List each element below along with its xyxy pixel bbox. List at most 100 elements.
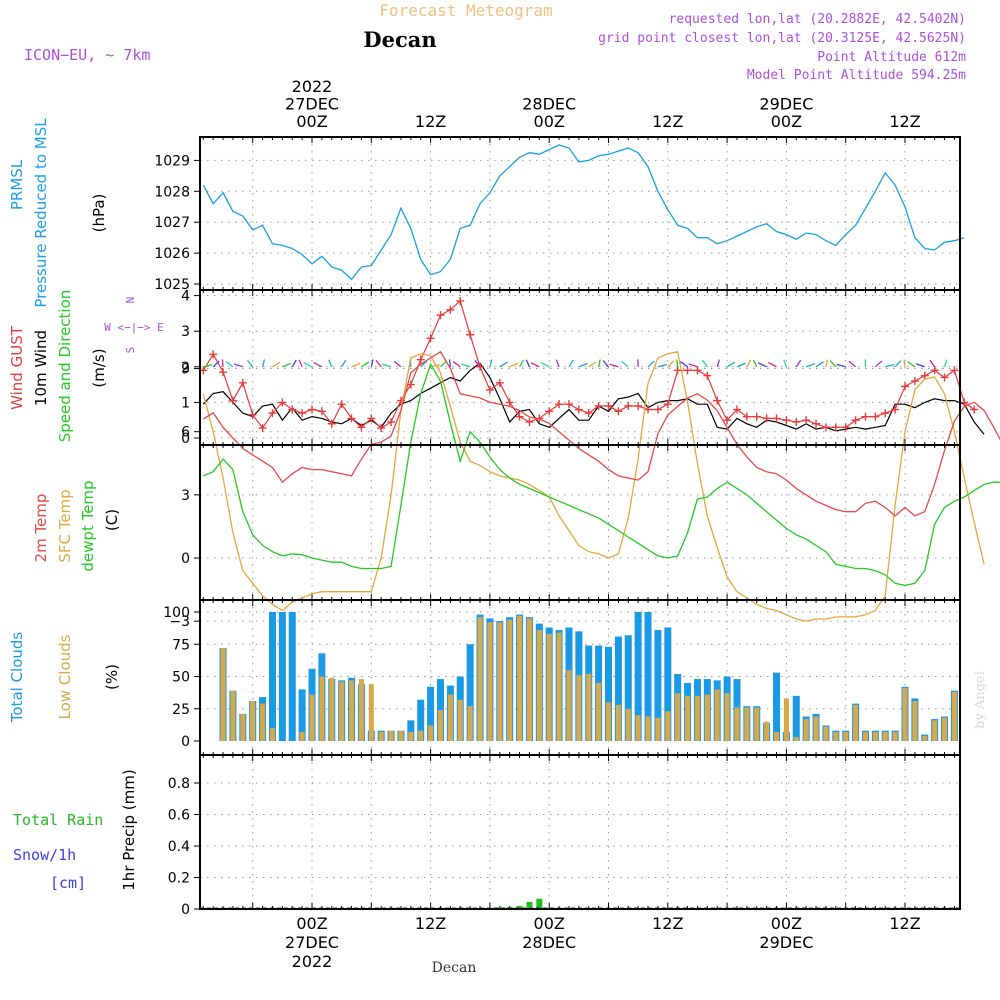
- wind-direction-arrow: [726, 361, 736, 368]
- wind-direction-arrow: [752, 359, 758, 368]
- rain-bar: [536, 898, 543, 909]
- wind-direction-arrow: [609, 363, 619, 368]
- low-cloud-bar: [645, 716, 651, 741]
- wind-direction-arrow: [874, 360, 883, 368]
- wind-direction-arrow: [578, 362, 588, 368]
- y-tick-label: 0: [181, 551, 190, 567]
- y-tick-label: 3: [181, 324, 190, 340]
- total-cloud-bar: [664, 627, 672, 741]
- time-label-bottom: 12Z: [889, 914, 920, 933]
- low-cloud-bar: [704, 694, 710, 741]
- y-tick-label: 1026: [154, 246, 190, 262]
- gust-point: [466, 330, 475, 339]
- time-label-bottom: 27DEC: [285, 933, 339, 952]
- wind-direction-arrow: [588, 361, 597, 368]
- gust-point: [910, 377, 919, 386]
- wind-direction-arrow: [328, 359, 333, 368]
- time-label-bottom: 29DEC: [759, 933, 813, 952]
- wind-direction-arrow: [736, 362, 746, 368]
- point-altitude: Point Altitude 612m: [817, 50, 966, 65]
- gust-point: [485, 385, 494, 394]
- ylabel-gust: Wind GUST: [8, 325, 26, 410]
- gust-point: [742, 412, 751, 421]
- y-tick-label: 3: [181, 488, 190, 504]
- wind-direction-arrow: [298, 359, 303, 368]
- y-tick-label: 4: [181, 289, 190, 305]
- wind-direction-arrow: [768, 361, 777, 368]
- wind-direction-arrow: [225, 360, 234, 368]
- gust-point: [723, 416, 732, 425]
- sfc-temp-line: [202, 350, 985, 622]
- gust-point: [693, 366, 702, 375]
- low-cloud-bar: [250, 701, 256, 741]
- gust-point: [377, 424, 386, 433]
- low-cloud-bar: [803, 719, 809, 741]
- low-cloud-bar: [299, 731, 305, 741]
- low-cloud-bar: [694, 695, 700, 741]
- time-label-top: 2022: [292, 77, 333, 96]
- wind-direction-arrow: [676, 359, 679, 367]
- low-cloud-bar: [615, 704, 621, 741]
- gust-point: [673, 366, 682, 375]
- gust-point: [703, 371, 712, 380]
- low-cloud-bar: [932, 720, 938, 741]
- gust-point: [209, 350, 218, 359]
- grid-point-coords: grid point closest lon,lat (20.3125E, 42…: [598, 31, 966, 46]
- low-cloud-bar: [675, 693, 681, 741]
- total-cloud-bar: [407, 720, 415, 741]
- gust-point: [584, 409, 593, 418]
- gust-point: [663, 400, 672, 409]
- wind-direction-arrow: [597, 359, 601, 367]
- ylabel-speed-direction: Speed and Direction: [56, 290, 74, 443]
- low-cloud-bar: [388, 730, 394, 741]
- total-cloud-bar: [614, 636, 622, 741]
- total-cloud-bar: [604, 646, 612, 741]
- low-cloud-bar: [862, 731, 868, 741]
- wind-direction-arrow: [894, 360, 902, 368]
- y-tick-label: 0.6: [168, 808, 190, 824]
- time-label-top: 00Z: [771, 112, 802, 131]
- low-cloud-bar: [339, 681, 345, 741]
- pressure-line: [202, 144, 965, 281]
- wind-direction-arrow: [836, 363, 846, 368]
- wind-direction-arrow: [795, 359, 802, 368]
- wind-direction-arrow: [303, 362, 313, 368]
- wind-direction-arrow: [272, 361, 281, 368]
- low-cloud-bar: [398, 730, 404, 741]
- wind-direction-arrow: [621, 360, 629, 368]
- ylabel-prmsl: PRMSL: [8, 159, 26, 210]
- gust-point: [387, 417, 396, 426]
- gust-point: [337, 400, 346, 409]
- gust-point: [298, 409, 307, 418]
- wind-direction-arrow: [420, 360, 428, 368]
- product-title: Forecast Meteogram: [379, 1, 552, 20]
- gust-point: [288, 405, 297, 414]
- ylabel-low-clouds: Low Clouds: [56, 634, 74, 719]
- low-cloud-bar: [813, 716, 819, 741]
- gust-point: [456, 296, 465, 305]
- y-tick-label: 1025: [154, 277, 190, 293]
- low-cloud-bar: [882, 731, 888, 741]
- dewpt-temp-line: [203, 362, 1000, 587]
- wind-direction-arrow: [212, 360, 220, 368]
- ylabel-pressure: Pressure Reduced to MSL: [32, 118, 50, 308]
- wind-direction-arrow: [361, 361, 370, 368]
- y-tick-label: 0: [181, 902, 190, 918]
- total-cloud-bar: [773, 672, 781, 741]
- y-tick-label: 0.8: [168, 776, 190, 792]
- wind-direction-arrow: [688, 363, 698, 368]
- model-label: ICON−EU, ~ 7km: [24, 46, 150, 64]
- low-cloud-bar: [368, 684, 374, 741]
- wind-direction-arrow: [805, 362, 816, 368]
- low-cloud-bar: [596, 682, 602, 741]
- low-cloud-bar: [744, 707, 750, 741]
- low-cloud-bar: [220, 648, 226, 741]
- gust-point: [732, 405, 741, 414]
- gust-point: [574, 405, 583, 414]
- y-tick-label: 6: [181, 425, 190, 441]
- gust-point: [891, 405, 900, 414]
- gust-point: [495, 378, 504, 387]
- wind-direction-arrow: [757, 362, 767, 368]
- low-cloud-bar: [240, 713, 246, 741]
